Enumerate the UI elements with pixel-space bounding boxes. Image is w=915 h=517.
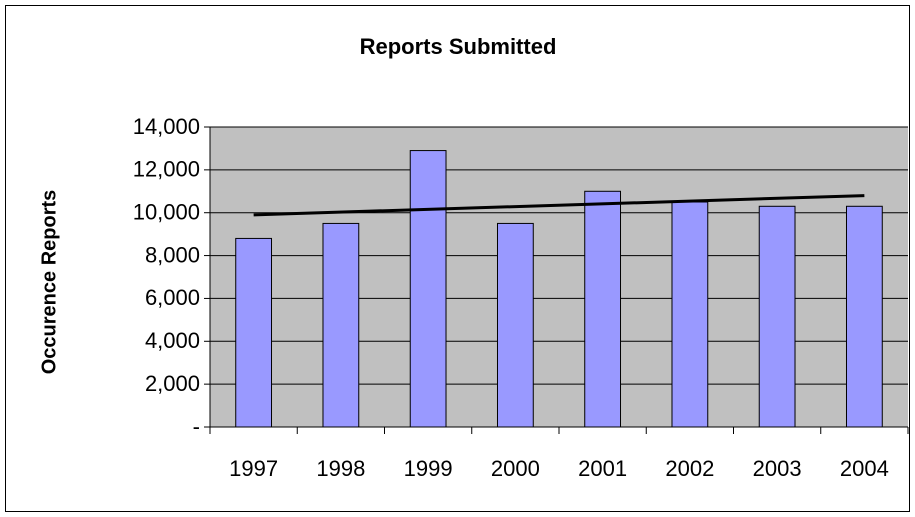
y-tick-label: 14,000 <box>133 114 200 139</box>
x-tick-label: 1997 <box>229 456 278 481</box>
bar <box>671 201 709 428</box>
bar <box>496 222 534 428</box>
y-tick-label: 4,000 <box>145 328 200 353</box>
x-tick-label: 2003 <box>753 456 802 481</box>
bar <box>322 222 360 428</box>
y-axis-label: Occurence Reports <box>38 190 60 375</box>
plot-area <box>210 127 908 427</box>
y-tick-label: 10,000 <box>133 200 200 225</box>
x-tick-label: 2002 <box>665 456 714 481</box>
x-tick-label: 2001 <box>578 456 627 481</box>
x-tick-label: 2004 <box>840 456 889 481</box>
y-tick-label: 8,000 <box>145 242 200 267</box>
bar <box>845 205 883 428</box>
y-tick-label: 12,000 <box>133 157 200 182</box>
y-tick-label: 2,000 <box>145 371 200 396</box>
bar <box>758 205 796 428</box>
y-tick-label: - <box>193 414 200 439</box>
x-tick-label: 2000 <box>491 456 540 481</box>
bar <box>409 150 447 428</box>
bar <box>235 237 273 428</box>
chart-title: Reports Submitted <box>360 34 557 59</box>
trendline <box>253 194 865 217</box>
x-tick-label: 1998 <box>316 456 365 481</box>
bar <box>584 190 622 428</box>
y-tick-label: 6,000 <box>145 285 200 310</box>
x-tick-label: 1999 <box>404 456 453 481</box>
